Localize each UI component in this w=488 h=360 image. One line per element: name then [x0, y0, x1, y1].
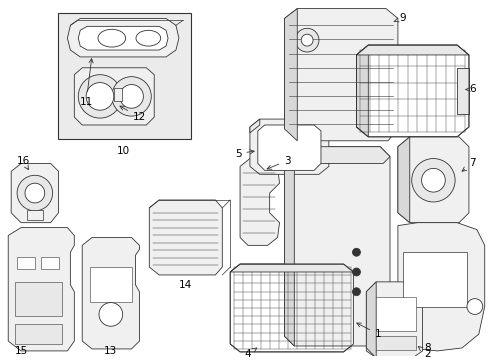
Text: 12: 12: [120, 106, 146, 122]
Polygon shape: [240, 158, 279, 246]
Circle shape: [352, 268, 360, 276]
Polygon shape: [284, 147, 389, 163]
Polygon shape: [11, 163, 59, 223]
Polygon shape: [149, 200, 222, 275]
Polygon shape: [397, 223, 484, 351]
Polygon shape: [230, 264, 353, 352]
Text: 8: 8: [423, 343, 430, 353]
Bar: [17, 257, 35, 269]
Polygon shape: [397, 137, 409, 223]
Circle shape: [17, 175, 53, 211]
Circle shape: [411, 158, 454, 202]
Text: 3: 3: [266, 156, 290, 169]
Circle shape: [352, 288, 360, 296]
Circle shape: [301, 34, 312, 46]
Bar: [15, 324, 62, 344]
Text: 9: 9: [393, 13, 406, 23]
Polygon shape: [356, 45, 468, 55]
Text: 5: 5: [234, 149, 254, 159]
Bar: [402, 252, 466, 306]
Ellipse shape: [98, 29, 125, 47]
Text: 11: 11: [80, 59, 93, 107]
Polygon shape: [397, 137, 468, 223]
Text: 1: 1: [356, 323, 381, 339]
Polygon shape: [230, 264, 353, 272]
Bar: [58, 13, 190, 139]
Bar: [27, 210, 42, 220]
Polygon shape: [67, 18, 179, 57]
Polygon shape: [78, 26, 168, 50]
Polygon shape: [366, 282, 422, 358]
Polygon shape: [257, 125, 320, 170]
Polygon shape: [74, 68, 154, 125]
Bar: [15, 282, 62, 316]
Polygon shape: [284, 9, 297, 141]
Bar: [114, 87, 122, 101]
Polygon shape: [82, 238, 139, 349]
Bar: [372, 336, 415, 350]
Polygon shape: [284, 9, 397, 141]
Circle shape: [295, 28, 318, 52]
Text: 13: 13: [104, 346, 117, 356]
Text: 14: 14: [179, 280, 192, 290]
Bar: [90, 267, 131, 302]
Polygon shape: [284, 157, 294, 346]
Circle shape: [421, 168, 445, 192]
Text: 2: 2: [418, 347, 430, 359]
Circle shape: [86, 82, 114, 110]
Ellipse shape: [136, 30, 161, 46]
Polygon shape: [249, 119, 328, 174]
Bar: [372, 297, 415, 331]
Polygon shape: [8, 228, 74, 351]
Circle shape: [466, 299, 482, 314]
Polygon shape: [356, 45, 367, 137]
Circle shape: [78, 75, 122, 118]
Polygon shape: [366, 282, 375, 358]
Text: 7: 7: [461, 158, 475, 171]
Circle shape: [120, 85, 143, 108]
Text: 6: 6: [465, 85, 475, 94]
Text: 16: 16: [17, 156, 30, 170]
Text: 15: 15: [15, 346, 28, 356]
Circle shape: [112, 77, 151, 116]
Polygon shape: [284, 147, 389, 346]
Text: 10: 10: [117, 146, 130, 156]
Text: 4: 4: [244, 348, 256, 359]
Circle shape: [352, 248, 360, 256]
Polygon shape: [456, 68, 468, 114]
Circle shape: [25, 183, 44, 203]
Polygon shape: [356, 45, 468, 137]
Bar: [41, 257, 59, 269]
Polygon shape: [249, 119, 259, 133]
Circle shape: [99, 302, 122, 326]
